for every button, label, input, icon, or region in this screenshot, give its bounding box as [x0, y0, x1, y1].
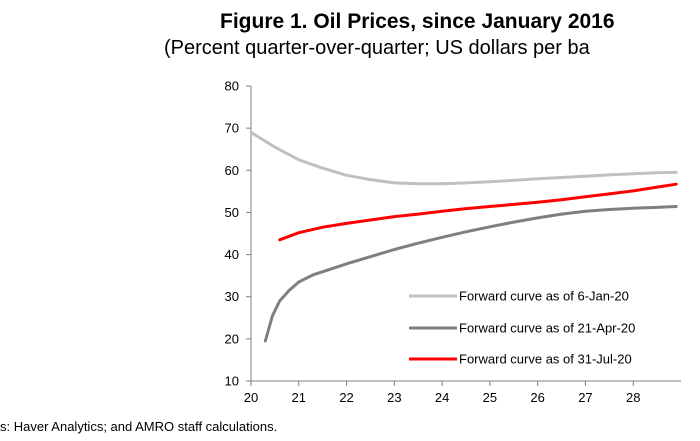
chart-subtitle: (Percent quarter-over-quarter; US dollar…: [164, 37, 590, 59]
x-tick-label: 27: [578, 390, 592, 405]
x-tick-label: 24: [435, 390, 449, 405]
chart-title: Figure 1. Oil Prices, since January 2016: [220, 10, 615, 33]
x-tick-label: 26: [530, 390, 544, 405]
chart-axes: 10 20 30 40 50 60 70 80 20 21 22 23 24 25 26 27 28: [225, 79, 681, 405]
series-line-1: [249, 130, 678, 186]
x-tick-label: 22: [339, 390, 353, 405]
x-tick-label: 25: [483, 390, 497, 405]
legend-label-1: Forward curve as of 6-Jan-20: [459, 289, 629, 304]
y-tick-label: 40: [225, 247, 239, 262]
series-line-2: [263, 205, 678, 343]
y-tick-label: 20: [225, 331, 239, 346]
legend-label-3: Forward curve as of 31-Jul-20: [459, 352, 632, 367]
y-tick-label: 60: [225, 163, 239, 178]
y-tick-label: 30: [225, 289, 239, 304]
legend-label-2: Forward curve as of 21-Apr-20: [459, 321, 635, 336]
x-tick-label: 21: [292, 390, 306, 405]
x-tick-label: 28: [626, 390, 640, 405]
chart-series: [249, 130, 678, 343]
source-note: s: Haver Analytics; and AMRO staff calcu…: [0, 419, 278, 434]
y-tick-label: 10: [225, 374, 239, 389]
y-tick-label: 80: [225, 79, 239, 94]
chart-legend: Forward curve as of 6-Jan-20 Forward curv…: [409, 289, 635, 367]
x-tick-label: 20: [244, 390, 258, 405]
y-tick-label: 50: [225, 205, 239, 220]
series-line-3: [278, 182, 678, 242]
y-tick-label: 70: [225, 121, 239, 136]
x-tick-label: 23: [387, 390, 401, 405]
